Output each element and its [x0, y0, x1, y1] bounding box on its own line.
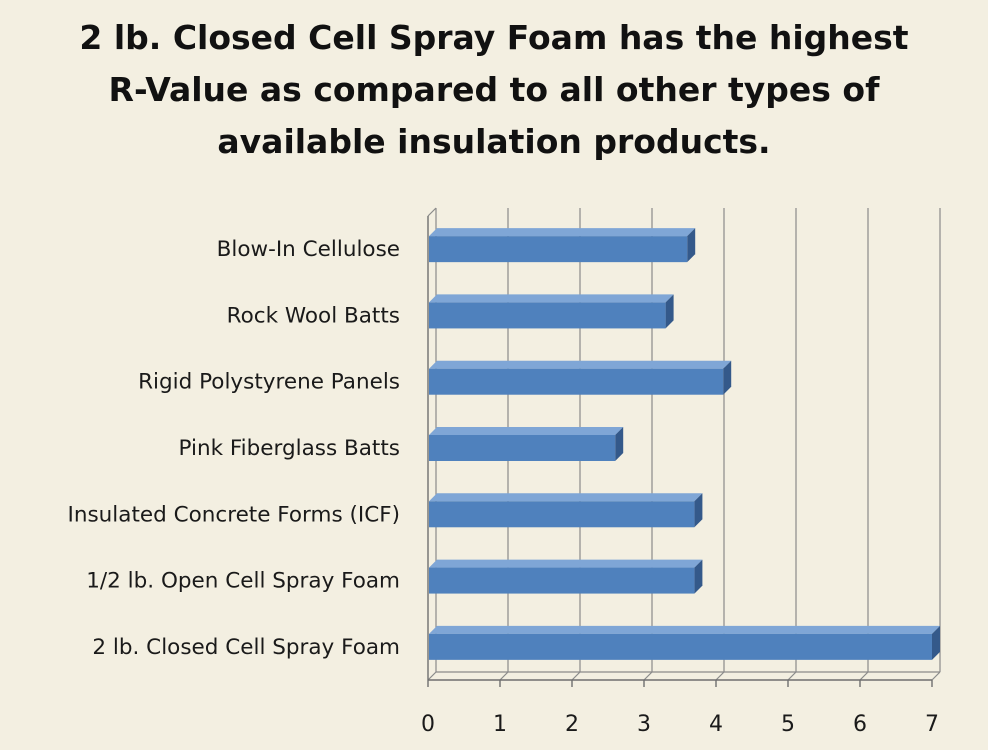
bar-4 [429, 501, 695, 528]
chart-title: 2 lb. Closed Cell Spray Foam has the hig… [40, 12, 948, 168]
bar-5 [429, 567, 695, 594]
bar-end-2 [723, 360, 732, 395]
category-label-4: Insulated Concrete Forms (ICF) [68, 502, 400, 527]
floor-connector-2 [571, 671, 581, 681]
x-tick-label-0: 0 [421, 712, 435, 737]
bar-top-2 [429, 360, 732, 369]
x-tick-label-6: 6 [853, 712, 867, 737]
bar-top-4 [429, 493, 703, 502]
category-label-1: Rock Wool Batts [227, 303, 400, 328]
x-tick-label-1: 1 [493, 712, 507, 737]
bar-top-1 [429, 294, 674, 303]
bar-0 [429, 236, 688, 263]
floor-connector-4 [715, 671, 725, 681]
floor-connector-1 [499, 671, 509, 681]
category-label-0: Blow-In Cellulose [217, 237, 400, 262]
chart-title-line-3: available insulation products. [217, 122, 771, 161]
x-tick-label-7: 7 [925, 712, 939, 737]
bar-top-0 [429, 228, 696, 237]
bar-end-6 [932, 625, 940, 660]
bar-end-4 [694, 493, 703, 528]
floor-connector-3 [643, 671, 653, 681]
floor-connector-5 [787, 671, 797, 681]
x-tick-label-3: 3 [637, 712, 651, 737]
floor-connector-0 [427, 671, 437, 681]
x-tick-label-2: 2 [565, 712, 579, 737]
bar-end-5 [694, 559, 703, 594]
bar-top-5 [429, 559, 703, 568]
bar-end-0 [687, 228, 696, 263]
bar-top-3 [429, 427, 624, 435]
side-wall-top-edge [427, 207, 437, 217]
bar-6 [429, 633, 932, 660]
x-tick-label-4: 4 [709, 712, 723, 737]
bar-end-3 [615, 427, 624, 461]
category-label-6: 2 lb. Closed Cell Spray Foam [92, 635, 400, 660]
chart-title-line-1: 2 lb. Closed Cell Spray Foam has the hig… [79, 18, 909, 57]
bar-2 [429, 368, 724, 395]
x-tick-label-5: 5 [781, 712, 795, 737]
bar-1 [429, 302, 666, 329]
chart-title-line-2: R-Value as compared to all other types o… [108, 70, 880, 109]
floor-connector-7 [931, 671, 941, 681]
category-label-2: Rigid Polystyrene Panels [138, 370, 400, 395]
floor-connector-6 [859, 671, 869, 681]
bar-3 [429, 435, 616, 461]
bar-top-6 [429, 625, 940, 634]
category-label-3: Pink Fiberglass Batts [178, 436, 400, 461]
bar-end-1 [665, 294, 674, 329]
category-label-5: 1/2 lb. Open Cell Spray Foam [86, 569, 400, 594]
